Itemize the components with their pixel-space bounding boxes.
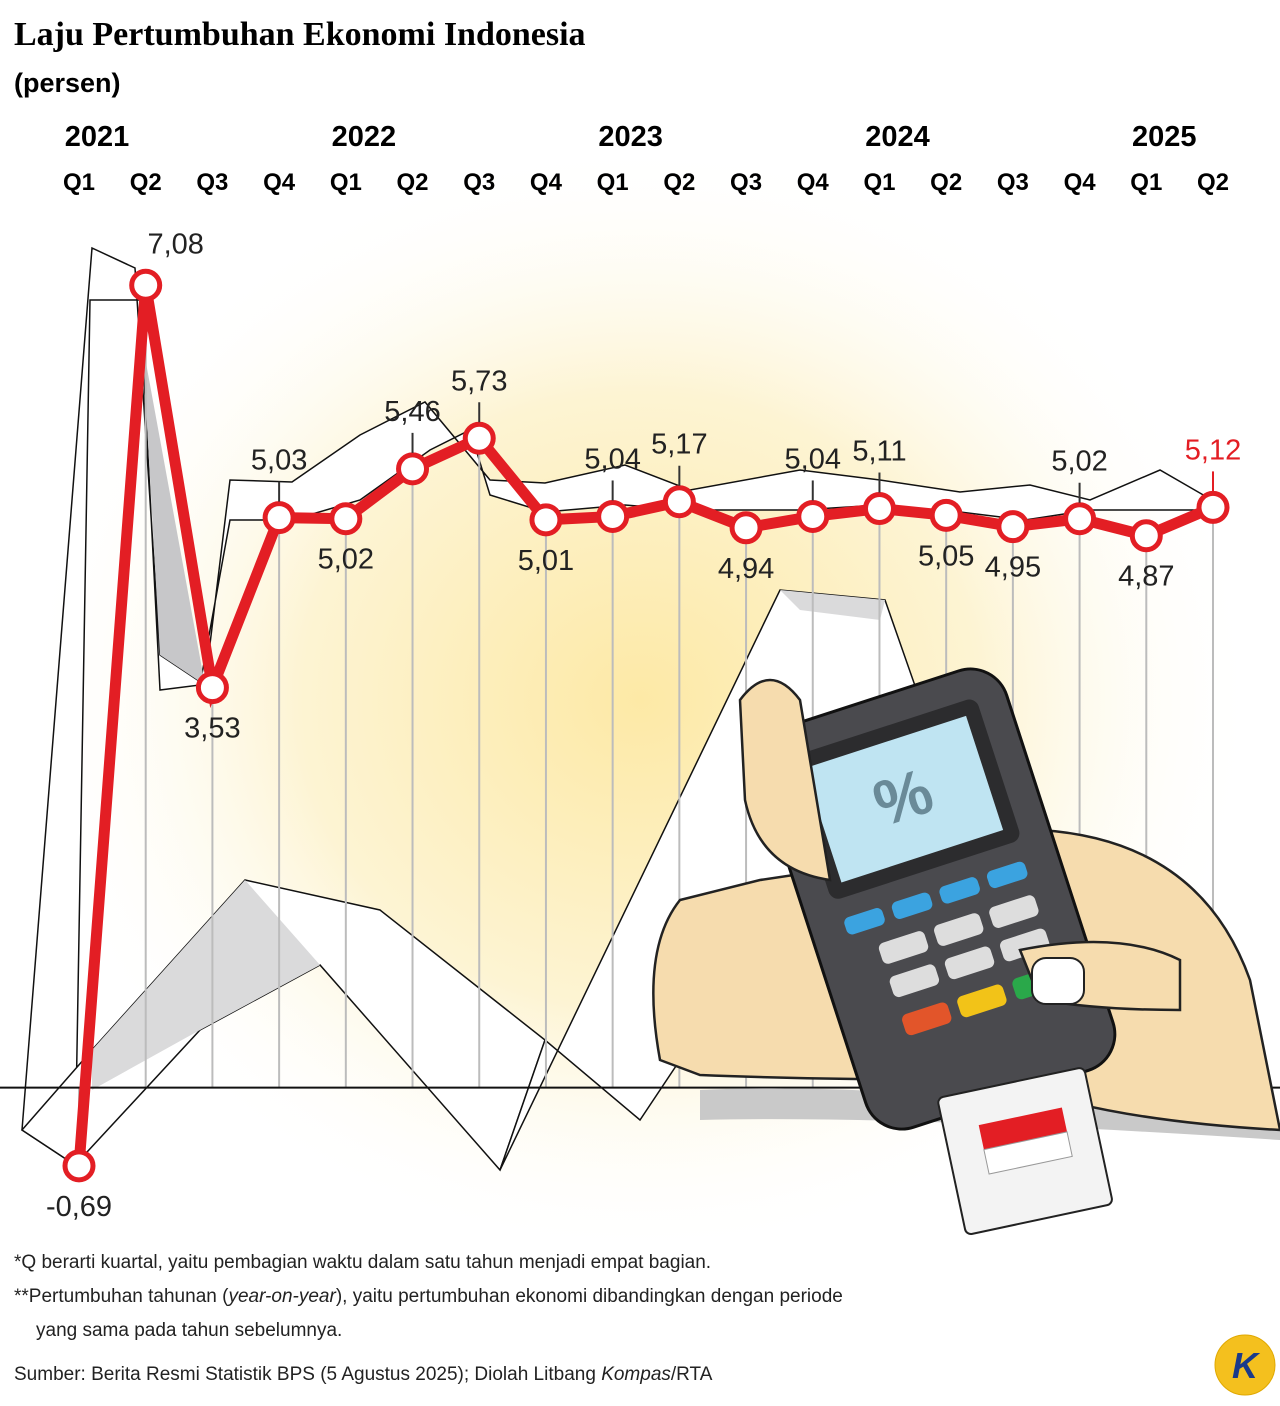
x-tick-label: Q2	[663, 169, 695, 196]
footnote-part: **Pertumbuhan tahunan (	[14, 1286, 229, 1307]
data-point	[529, 503, 563, 537]
x-tick-label: Q2	[930, 169, 962, 196]
value-label: 5,11	[852, 436, 906, 468]
value-label: 5,73	[451, 365, 507, 397]
x-tick-label: Q1	[597, 169, 629, 196]
data-point	[129, 268, 163, 302]
data-point	[462, 421, 496, 455]
value-label: 5,17	[651, 429, 707, 461]
x-tick-label: Q2	[397, 169, 429, 196]
logo	[1214, 1334, 1276, 1396]
year-label: 2025	[1132, 121, 1197, 153]
footnote-part: ), yaitu pertumbuhan ekonomi dibandingka…	[336, 1286, 843, 1307]
value-label: 5,01	[518, 545, 574, 577]
x-tick-label: Q4	[797, 169, 830, 196]
x-tick-label: Q1	[330, 169, 362, 196]
x-tick-label: Q3	[196, 169, 228, 196]
footnote-part: yang sama pada tahun sebelumnya.	[36, 1320, 342, 1341]
data-point	[929, 498, 963, 532]
value-label: 4,95	[985, 552, 1041, 584]
value-label: 5,02	[1051, 446, 1107, 478]
footnote-part: *Q berarti kuartal, yaitu pembagian wakt…	[14, 1252, 711, 1273]
value-label: 5,04	[584, 443, 640, 475]
data-point	[596, 499, 630, 533]
data-point	[329, 502, 363, 536]
year-label: 2023	[598, 121, 663, 153]
data-point	[62, 1149, 96, 1183]
value-label: -0,69	[46, 1191, 112, 1223]
year-label: 2024	[865, 121, 930, 153]
payment-terminal-illustration: %	[652, 667, 1280, 1235]
value-label: 5,03	[251, 445, 307, 477]
x-tick-label: Q4	[530, 169, 563, 196]
data-point	[262, 501, 296, 535]
source-part: /RTA	[671, 1364, 713, 1385]
x-tick-label: Q3	[730, 169, 762, 196]
value-label: 5,46	[384, 396, 440, 428]
footnote: **Pertumbuhan tahunan (year-on-year), ya…	[14, 1286, 843, 1307]
footnote: yang sama pada tahun sebelumnya.	[36, 1320, 342, 1341]
x-tick-label: Q2	[130, 169, 162, 196]
source: Sumber: Berita Resmi Statistik BPS (5 Ag…	[14, 1364, 713, 1385]
footnote-part: year-on-year	[226, 1286, 336, 1307]
value-label: 5,02	[318, 544, 374, 576]
x-tick-label: Q1	[1130, 169, 1162, 196]
data-point	[1063, 502, 1097, 536]
source-part: Sumber: Berita Resmi Statistik BPS (5 Ag…	[14, 1364, 601, 1385]
data-point	[796, 499, 830, 533]
data-point	[662, 485, 696, 519]
footnote: *Q berarti kuartal, yaitu pembagian wakt…	[14, 1252, 711, 1273]
data-point	[1196, 490, 1230, 524]
chart-subtitle: (persen)	[14, 68, 121, 98]
value-label: 7,08	[147, 228, 203, 260]
data-point	[396, 452, 430, 486]
x-tick-label: Q3	[997, 169, 1029, 196]
chart-title: Laju Pertumbuhan Ekonomi Indonesia	[14, 16, 586, 53]
value-label: 5,12	[1185, 434, 1241, 466]
data-point	[195, 671, 229, 705]
value-label: 5,04	[785, 443, 841, 475]
x-tick-label: Q1	[63, 169, 95, 196]
x-tick-label: Q2	[1197, 169, 1229, 196]
value-label: 4,94	[718, 553, 774, 585]
value-label: 5,05	[918, 540, 974, 572]
value-label: 3,53	[184, 713, 240, 745]
value-label: 4,87	[1118, 561, 1174, 593]
x-tick-label: Q4	[1064, 169, 1097, 196]
x-tick-label: Q3	[463, 169, 495, 196]
data-point	[1129, 519, 1163, 553]
source-part: Kompas	[601, 1364, 671, 1385]
data-point	[729, 511, 763, 545]
data-point	[996, 510, 1030, 544]
x-tick-label: Q4	[263, 169, 296, 196]
year-label: 2022	[332, 121, 397, 153]
logo-text: K	[1232, 1345, 1261, 1386]
x-tick-label: Q1	[863, 169, 895, 196]
data-point	[862, 492, 896, 526]
year-label: 2021	[65, 121, 130, 153]
